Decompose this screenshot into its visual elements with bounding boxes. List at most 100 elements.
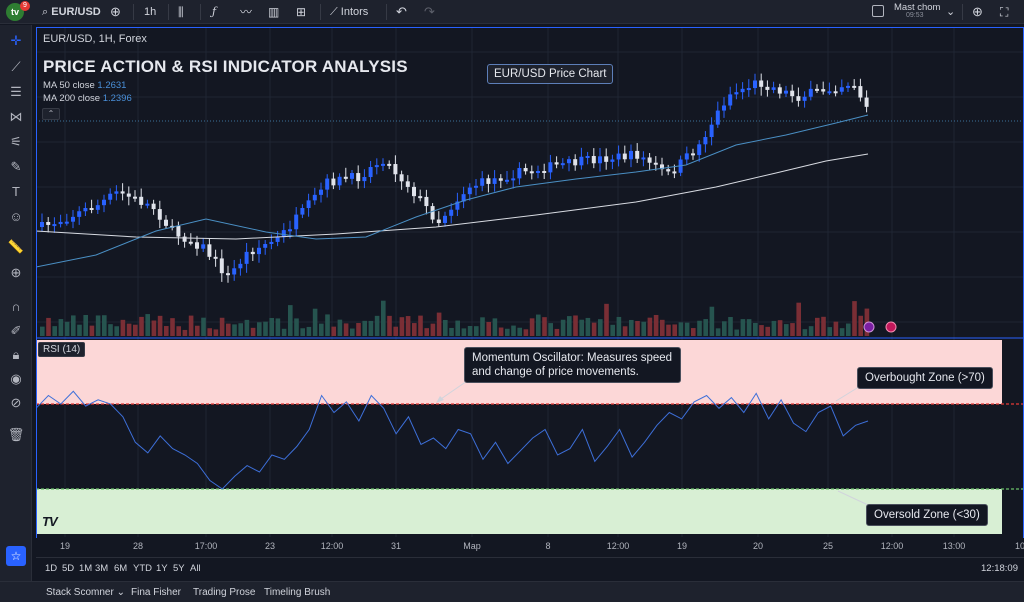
ma200-label: MA 200 close [43,93,101,104]
range-button-1m[interactable]: 1M [79,563,93,574]
symbol-info: EUR/USD, 1H, Forex [43,33,147,45]
time-tick: 25 [822,541,834,551]
ruler-icon[interactable]: 📏 [7,239,25,254]
chart-title: PRICE ACTION & RSI INDICATOR ANALYSIS [43,57,408,76]
trash-icon[interactable]: 🗑︎ [7,427,25,442]
undo-icon[interactable]: ↶ [396,4,407,19]
ma50-label: MA 50 close [43,80,95,91]
redo-icon[interactable]: ↷ [424,4,435,19]
chevron-down-icon[interactable]: ⌄ [946,6,956,18]
fullscreen-icon[interactable]: ⛶ [1000,5,1009,19]
time-tick: 23 [264,541,276,551]
panel-tab-timeling-brush[interactable]: Timeling Brush [264,587,331,598]
trend-line-icon[interactable]: ⟋ [11,59,21,74]
add-symbol-icon[interactable]: ⊕ [110,4,121,19]
hide-drawings-icon[interactable]: ⊘ [10,395,22,410]
time-tick: 10 [1014,541,1024,551]
notification-badge: 9 [20,1,30,11]
ma50-line [36,114,869,268]
rsi-legend[interactable]: RSI (14) [38,342,86,357]
logo-icon[interactable]: tv [6,3,24,21]
chart-label-box: EUR/USD Price Chart [487,64,614,84]
panel-tab-trading-prose[interactable]: Trading Prose [193,587,256,598]
rsi-line [36,390,869,490]
panel-tab-stock-screener[interactable]: Stack Scomner ⌄ [46,587,125,598]
pencil-lock-icon[interactable]: ✐ [10,323,22,338]
favorites-star-icon[interactable]: ☆ [6,546,26,566]
zoom-tool-icon[interactable]: ⊕ [10,265,22,280]
user-time: 09:53 [906,12,924,19]
range-button-3m[interactable]: 3M [95,563,109,574]
magnet-icon[interactable]: ∩ [11,299,21,314]
collapse-legend-icon[interactable]: ⌃ [42,108,60,120]
dividend-icon [885,321,897,333]
time-tick: Map [463,541,481,551]
symbol-search[interactable]: ⌕ EUR/USD [42,3,101,21]
range-button-6m[interactable]: 6M [114,563,128,574]
time-tick: 12:00 [606,541,630,551]
time-tick: 17:00 [194,541,218,551]
overbought-callout: Overbought Zone (>70) [857,367,993,389]
range-button-ytd[interactable]: YTD [133,563,152,574]
time-tick: 19 [676,541,688,551]
ma50-value: 1.2631 [97,80,127,91]
time-tick: 20 [752,541,764,551]
drawing-toolbar: ✛ ⟋ ☰ ⋈ ⚟ ✎ T ☺ 📏 ⊕ ∩ ✐ 🔒︎ ◉ ⊘ 🗑︎ [0,25,32,581]
time-tick: 12:00 [880,541,904,551]
clock[interactable]: 12:18:09 [981,563,1018,574]
chart-grid [36,27,1024,537]
range-button-all[interactable]: All [190,563,201,574]
range-button-5d[interactable]: 5D [62,563,75,574]
time-axis[interactable]: 19 28 17:00 23 12:00 31 Map 8 12:00 19 20 25 12:00 13… [36,538,1024,556]
search-icon: ⌕ [42,6,49,18]
price-chart[interactable] [36,27,1024,537]
ma200-line [36,153,869,240]
oversold-callout: Oversold Zone (<30) [866,504,988,526]
text-tool-icon[interactable]: T [12,184,20,199]
candles-icon[interactable]: ⫼ [178,5,184,19]
time-tick: 31 [390,541,402,551]
candlesticks [40,73,869,283]
top-toolbar: tv 9 ⌕ EUR/USD ⊕ 1h ⫼ ƒ 〰 ▥ ⊞ ⟋ Intors ↶… [0,0,1024,24]
range-button-1d[interactable]: 1D [45,563,58,574]
oversold-callout-arrow [837,490,869,506]
time-tick: 12:00 [320,541,344,551]
ma200-value: 1.2396 [102,93,132,104]
panel-tab-fina-fisher[interactable]: Fina Fisher [131,587,182,598]
volume-bars [40,300,870,336]
oversold-zone [36,489,1002,534]
time-tick: 28 [132,541,144,551]
interval-button[interactable]: 1h [144,6,157,18]
range-button-1y[interactable]: 1Y [156,563,168,574]
horizontal-lines-icon[interactable]: ☰ [10,84,22,99]
symbol-label: EUR/USD [51,6,101,18]
indicators-icon: ⟋ [330,6,338,18]
time-tick: 13:00 [942,541,966,551]
range-button-5y[interactable]: 5Y [173,563,185,574]
time-tick: 19 [59,541,71,551]
user-checkbox-icon[interactable] [872,5,884,17]
range-bar: 12:18:09 1D 5D 1M 3M 6M YTD 1Y 5Y All [36,557,1024,579]
formula-icon[interactable]: ƒ [212,5,217,18]
user-name[interactable]: Mast chom [894,2,941,13]
emoji-icon[interactable]: ☺ [9,209,23,224]
ma50-legend[interactable]: MA 50 close 1.2631 [43,80,126,91]
event-flag-icon [863,321,875,333]
brush-icon[interactable]: ✎ [10,159,22,174]
chevron-down-icon: ⌄ [116,587,125,598]
line-chart-icon[interactable]: 〰 [240,5,253,19]
layout-grid-icon[interactable]: ⊞ [296,5,307,19]
oscillator-callout: Momentum Oscillator: Measures speed and … [464,347,681,383]
oscillator-arrowhead-icon [436,396,444,403]
pattern-icon[interactable]: ⋈ [9,109,23,124]
fib-settings-icon[interactable]: ⚟ [10,134,22,149]
indicators-label: Intors [340,6,369,18]
eye-icon[interactable]: ◉ [10,371,22,386]
indicators-button[interactable]: ⟋ Intors [330,3,368,21]
bar-chart-icon[interactable]: ▥ [268,5,280,19]
zoom-in-icon[interactable]: ⊕ [972,4,983,19]
ma200-legend[interactable]: MA 200 close 1.2396 [43,93,132,104]
time-tick: 8 [545,541,551,551]
crosshair-icon[interactable]: ✛ [10,33,22,48]
lock-icon[interactable]: 🔒︎ [12,347,20,362]
